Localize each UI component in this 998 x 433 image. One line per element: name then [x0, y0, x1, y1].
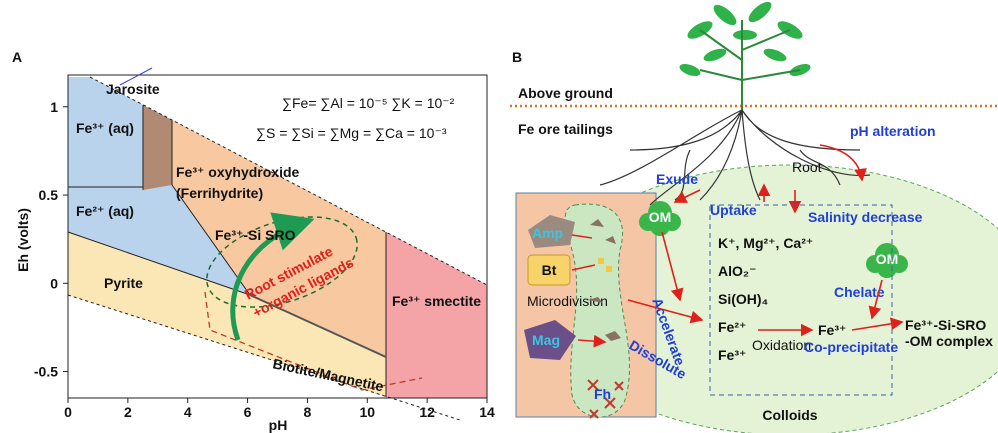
x-tick-label: 14	[479, 404, 495, 420]
plant-leaves	[678, 0, 812, 78]
region-smectite	[386, 232, 487, 398]
mineral-label: Mag	[532, 332, 560, 348]
region-label: Fe³⁺ (aq)	[76, 120, 134, 136]
y-tick-label: -0.5	[34, 364, 58, 380]
exude: Exude	[656, 171, 698, 187]
x-tick-label: 0	[64, 404, 72, 420]
y-tick-label: 0	[50, 275, 58, 291]
region-label: (Ferrihydrite)	[176, 185, 263, 201]
y-tick-label: 0.5	[39, 187, 59, 203]
om-label: OM	[876, 251, 899, 267]
coprecipitate: Co-precipitate	[804, 339, 898, 355]
fe3: Fe³⁺	[818, 322, 846, 338]
panel-label: A	[12, 49, 22, 65]
figure: A Jarosite Fe³⁺ (aq) Fe³⁺ oxyhydroxide (…	[0, 0, 998, 433]
ion: Fe³⁺	[718, 347, 746, 363]
x-tick-label: 10	[359, 404, 375, 420]
ion: AlO₂⁻	[718, 263, 757, 279]
x-tick-label: 4	[184, 404, 192, 420]
complex: Fe³⁺-Si-SRO	[905, 317, 986, 333]
region-label: Fe³⁺ smectite	[392, 293, 481, 309]
panel-a: A Jarosite Fe³⁺ (aq) Fe³⁺ oxyhydroxide (…	[12, 49, 495, 433]
fh: Fh	[594, 386, 611, 402]
om-label: OM	[649, 209, 672, 225]
x-axis-label: pH	[269, 417, 288, 433]
region-label: Fe³⁺ oxyhydroxide	[176, 164, 300, 180]
uptake: Uptake	[710, 202, 757, 218]
complex: -OM complex	[905, 333, 993, 349]
mineral-label: Bt	[542, 262, 557, 278]
equation: ∑Fe= ∑Al = 10⁻⁵ ∑K = 10⁻²	[282, 95, 455, 111]
ion: K⁺, Mg²⁺, Ca²⁺	[718, 235, 813, 251]
salinity: Salinity decrease	[808, 209, 923, 225]
above-ground: Above ground	[518, 85, 613, 101]
ion: Fe²⁺	[718, 319, 746, 335]
y-tick-label: 1	[50, 99, 58, 115]
region-label: Fe³⁺-Si SRO	[215, 227, 296, 243]
x-tick-label: 6	[244, 404, 252, 420]
region-label: Pyrite	[104, 275, 143, 291]
region-label: Jarosite	[106, 81, 160, 97]
region-jarosite	[143, 105, 172, 190]
panel-b: B Above ground Fe ore tailings Root pH a…	[510, 0, 998, 433]
root-label: Root	[792, 159, 822, 175]
x-tick-label: 8	[304, 404, 312, 420]
oxidation: Oxidation	[752, 337, 811, 353]
y-axis-label: Eh (volts)	[15, 208, 31, 272]
page: {"panel_a": {"label": "A", "x_label": "p…	[0, 0, 998, 433]
x-tick-label: 2	[124, 404, 132, 420]
region-label: Fe²⁺ (aq)	[76, 203, 134, 219]
mineral-label: Amp	[532, 225, 563, 241]
x-tick-label: 12	[419, 404, 435, 420]
colloids: Colloids	[762, 407, 817, 423]
equation: ∑S = ∑Si = ∑Mg = ∑Ca = 10⁻³	[256, 125, 447, 141]
ph-alteration: pH alteration	[850, 123, 936, 139]
tailings: Fe ore tailings	[518, 121, 613, 137]
ion: Si(OH)₄	[718, 291, 768, 307]
panel-label: B	[512, 49, 522, 65]
